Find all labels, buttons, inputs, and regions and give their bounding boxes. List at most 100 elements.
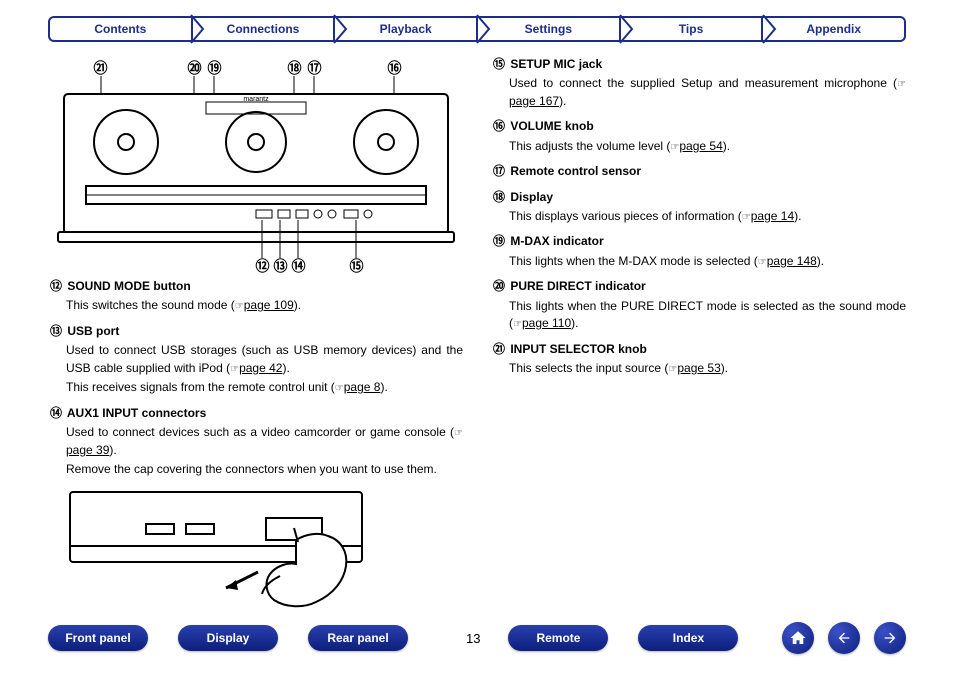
pointer-icon: ☞ (235, 301, 244, 312)
item-20-body: This lights when the PURE DIRECT mode is… (509, 298, 906, 333)
nav-icons (782, 622, 906, 654)
pointer-icon: ☞ (335, 383, 344, 394)
home-icon[interactable] (782, 622, 814, 654)
item-15-post: ). (559, 94, 566, 108)
callout-20: ⑳ (188, 58, 202, 78)
item-21-body: This selects the input source (☞page 53)… (509, 360, 906, 378)
item-14-head: ⑭ AUX1 INPUT connectors (48, 405, 463, 422)
item-15-body: Used to connect the supplied Setup and m… (509, 75, 906, 110)
page-content: ㉑ ⑳ ⑲ ⑱ ⑰ ⑯ (48, 56, 906, 603)
item-13-body: Used to connect USB storages (such as US… (66, 342, 463, 377)
tab-appendix[interactable]: Appendix (761, 16, 906, 42)
pill-display[interactable]: Display (178, 625, 278, 651)
item-21-text: This selects the input source ( (509, 361, 668, 375)
hand-illustration (66, 484, 366, 624)
tab-label: Appendix (806, 22, 861, 36)
item-14-body: Used to connect devices such as a video … (66, 424, 463, 459)
pill-remote[interactable]: Remote (508, 625, 608, 651)
page-number: 13 (466, 631, 480, 646)
link-page-167[interactable]: page 167 (509, 94, 559, 108)
item-13-head: ⑬ USB port (48, 323, 463, 340)
item-12-num: ⑫ (48, 278, 64, 295)
item-12-post: ). (294, 298, 301, 312)
item-19-text: This lights when the M-DAX mode is selec… (509, 254, 758, 268)
item-19-post: ). (817, 254, 824, 268)
item-14-post: ). (109, 443, 116, 457)
tab-label: Connections (227, 22, 300, 36)
pill-label: Remote (536, 631, 580, 645)
pointer-icon: ☞ (513, 319, 522, 330)
item-16-title: VOLUME knob (510, 119, 593, 133)
link-page-53[interactable]: page 53 (677, 361, 720, 375)
item-14-body2: Remove the cap covering the connectors w… (66, 461, 463, 478)
link-page-39[interactable]: page 39 (66, 443, 109, 457)
left-column: ㉑ ⑳ ⑲ ⑱ ⑰ ⑯ (48, 56, 463, 603)
next-icon[interactable] (874, 622, 906, 654)
item-18-num: ⑱ (491, 189, 507, 206)
item-15-title: SETUP MIC jack (510, 57, 602, 71)
item-18-body: This displays various pieces of informat… (509, 208, 906, 226)
item-13-num: ⑬ (48, 323, 64, 340)
pointer-icon: ☞ (897, 79, 906, 90)
item-20-head: ⑳ PURE DIRECT indicator (491, 278, 906, 295)
pill-index[interactable]: Index (638, 625, 738, 651)
tab-label: Tips (679, 22, 703, 36)
link-page-148[interactable]: page 148 (767, 254, 817, 268)
pill-front-panel[interactable]: Front panel (48, 625, 148, 651)
item-19-title: M-DAX indicator (510, 234, 603, 248)
link-page-8[interactable]: page 8 (344, 380, 381, 394)
item-19-num: ⑲ (491, 233, 507, 250)
pill-rear-panel[interactable]: Rear panel (308, 625, 408, 651)
item-16-head: ⑯ VOLUME knob (491, 118, 906, 135)
pointer-icon: ☞ (454, 428, 463, 439)
item-13-body2: This receives signals from the remote co… (66, 379, 463, 397)
prev-icon[interactable] (828, 622, 860, 654)
tab-contents[interactable]: Contents (48, 16, 191, 42)
item-13-post: ). (282, 361, 289, 375)
item-16-num: ⑯ (491, 118, 507, 135)
tab-settings[interactable]: Settings (476, 16, 619, 42)
item-20-num: ⑳ (491, 278, 507, 295)
callout-18: ⑱ (288, 58, 302, 78)
item-15-head: ⑮ SETUP MIC jack (491, 56, 906, 73)
tab-label: Playback (380, 22, 432, 36)
callout-14: ⑭ (292, 256, 306, 276)
pill-label: Display (207, 631, 250, 645)
top-tabs: Contents Connections Playback Settings T… (48, 16, 906, 42)
link-page-42[interactable]: page 42 (239, 361, 282, 375)
tab-label: Contents (94, 22, 146, 36)
right-column: ⑮ SETUP MIC jack Used to connect the sup… (491, 56, 906, 603)
tab-connections[interactable]: Connections (191, 16, 334, 42)
item-18-text: This displays various pieces of informat… (509, 209, 742, 223)
item-18-title: Display (510, 190, 553, 204)
callout-13: ⑬ (274, 256, 288, 276)
device-illustration: ㉑ ⑳ ⑲ ⑱ ⑰ ⑯ (56, 60, 456, 270)
callout-19: ⑲ (208, 58, 222, 78)
item-14-text: Used to connect devices such as a video … (66, 425, 454, 439)
item-18-head: ⑱ Display (491, 189, 906, 206)
item-21-num: ㉑ (491, 341, 507, 358)
item-12-text: This switches the sound mode ( (66, 298, 235, 312)
item-14-text2: Remove the cap covering the connectors w… (66, 462, 437, 476)
tab-playback[interactable]: Playback (333, 16, 476, 42)
tab-tips[interactable]: Tips (619, 16, 762, 42)
link-page-54[interactable]: page 54 (679, 139, 722, 153)
item-17-num: ⑰ (491, 163, 507, 180)
item-12-title: SOUND MODE button (67, 279, 190, 293)
item-21-post: ). (721, 361, 728, 375)
callout-15: ⑮ (350, 256, 364, 276)
link-page-110[interactable]: page 110 (522, 316, 571, 330)
item-20-title: PURE DIRECT indicator (510, 279, 645, 293)
tab-label: Settings (525, 22, 572, 36)
callout-12: ⑫ (256, 256, 270, 276)
item-17-title: Remote control sensor (510, 164, 641, 178)
bottom-bar: Front panel Display Rear panel 13 Remote… (48, 621, 906, 655)
svg-text:marantz: marantz (243, 96, 269, 103)
item-12-body: This switches the sound mode (☞page 109)… (66, 297, 463, 315)
item-14-num: ⑭ (48, 405, 64, 422)
item-14-title: AUX1 INPUT connectors (67, 406, 206, 420)
pill-label: Front panel (65, 631, 130, 645)
item-19-body: This lights when the M-DAX mode is selec… (509, 253, 906, 271)
link-page-109[interactable]: page 109 (244, 298, 294, 312)
link-page-14[interactable]: page 14 (751, 209, 794, 223)
